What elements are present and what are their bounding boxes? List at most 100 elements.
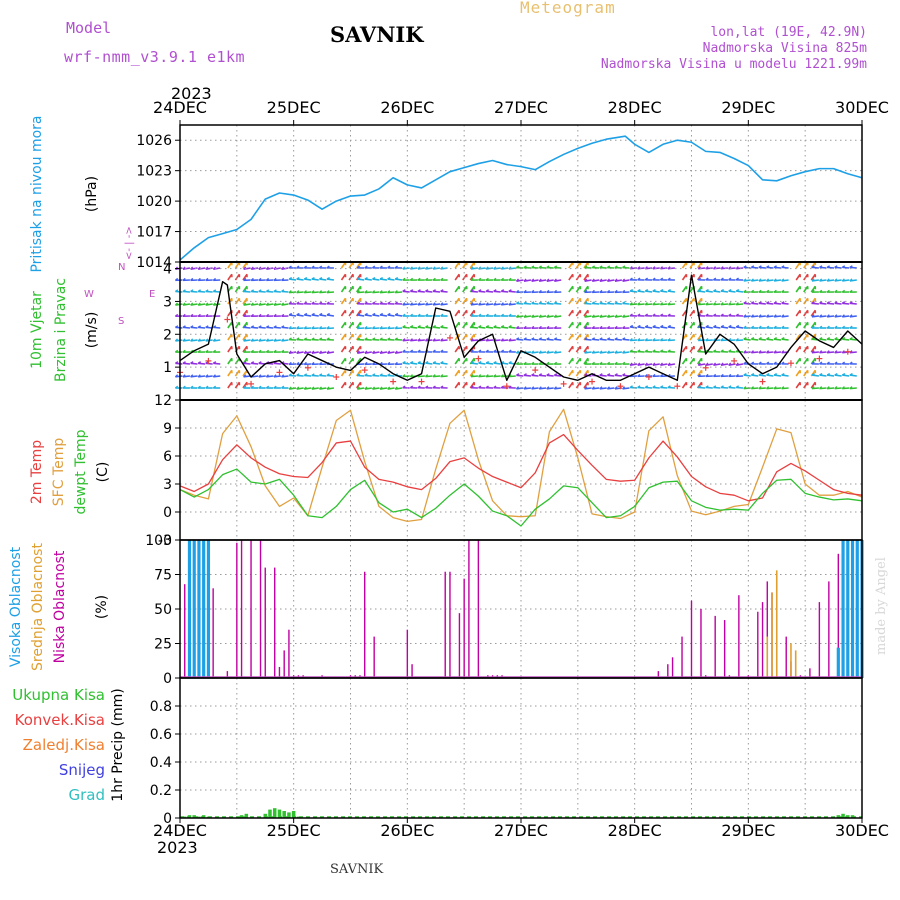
wind-vector-head [705, 324, 709, 328]
wind-vector-head [758, 265, 762, 268]
wind-vector-head [371, 386, 376, 390]
wind-vector-head [637, 277, 641, 281]
wind-vector-head [614, 325, 618, 329]
wind-vector-head [303, 276, 308, 280]
wind-vector-head [546, 289, 550, 293]
wind-vector-head [591, 337, 596, 340]
wind-vector-head [758, 337, 762, 340]
wind-vector-head [841, 386, 845, 390]
wind-vector-head [667, 313, 671, 317]
wind-vector-head [243, 338, 247, 342]
wind-vector-head [750, 350, 754, 354]
wind-vector-head [281, 325, 285, 328]
wind-vector-head [265, 302, 269, 306]
wind-vector-head [205, 374, 209, 378]
wind-vector-head [819, 372, 823, 376]
wind-vector-head [849, 314, 853, 318]
cloud-low-bar [373, 636, 375, 678]
wind-vector-head [644, 302, 648, 306]
wind-vector-head [629, 349, 633, 353]
wind-vector-head [750, 278, 754, 282]
wind-vector-head [720, 324, 725, 328]
wind-vector-head [849, 265, 853, 268]
wind-vector-head [402, 266, 406, 270]
wind-vector-head [356, 350, 360, 354]
wind-vector-head [379, 290, 383, 294]
wind-vector-head [553, 361, 558, 365]
wind-vector-head [841, 314, 845, 318]
wind-vector-head [402, 338, 406, 342]
wind-vector-head [523, 289, 527, 293]
wind-vector-head [470, 360, 474, 364]
wind-vector-head [303, 350, 307, 354]
wind-vector-head [599, 314, 603, 318]
wind-vector-head [212, 338, 216, 342]
wind-vector-head [606, 278, 610, 282]
wind-vector-head [697, 337, 701, 342]
cloud-low-bar [785, 636, 787, 678]
wind-vector-head [622, 350, 626, 354]
wind-vector-head [766, 278, 770, 282]
wind-vector-head [508, 302, 512, 306]
wind-vector-head [826, 337, 831, 340]
wind-vector-head [546, 301, 550, 305]
wind-vector-head [205, 302, 209, 306]
wind-vector-head [743, 314, 747, 318]
y-tick-label: 0.4 [150, 755, 172, 771]
wind-vector-head [258, 361, 262, 364]
wind-vector-head [478, 360, 482, 364]
wind-vector-head [584, 314, 588, 318]
wind-vector-head [667, 337, 671, 342]
wind-vector-head [531, 350, 535, 354]
wind-vector-head [637, 385, 641, 389]
cloud-low-bar [723, 620, 726, 678]
cloud-high-bar [836, 647, 840, 678]
wind-vector-head [781, 386, 785, 390]
wind-vector-head [667, 266, 671, 270]
wind-vector-head [516, 373, 520, 376]
wind-vector-head [265, 277, 270, 281]
y-tick-label: 50 [154, 602, 172, 618]
cloud-mid-bar [766, 636, 769, 678]
wind-vector-head [288, 386, 292, 390]
wind-vector-head [667, 288, 671, 292]
wind-vector-head [728, 313, 732, 317]
wind-vector-head [190, 302, 194, 306]
cloud-low-bar [283, 650, 285, 678]
wind-vector-head [318, 337, 323, 341]
wind-vector-head [485, 302, 489, 306]
wind-vector-head [584, 386, 588, 390]
wind-vector-head [713, 324, 717, 328]
wind-vector-head [265, 313, 270, 317]
wind-vector-head [212, 266, 216, 270]
wind-vector-head [841, 361, 846, 365]
wind-vector-head [758, 278, 762, 282]
wind-vector-head [425, 360, 429, 364]
wind-vector-head [182, 349, 186, 353]
wind-vector-head [432, 374, 436, 378]
wind-vector-head [508, 266, 512, 270]
wind-vector-head [538, 278, 542, 282]
wind-vector-head [318, 290, 323, 294]
wind-vector-head [364, 373, 368, 377]
wind-vector-head [819, 278, 823, 282]
wind-vector-head [197, 338, 201, 342]
y-tick-label: 0.6 [150, 727, 172, 743]
cloud-high-bar [206, 540, 211, 678]
x-tick-label: 24DEC [153, 98, 207, 117]
wind-vector-head [425, 385, 429, 389]
wind-vector-head [371, 325, 376, 330]
wind-vector-head [773, 301, 777, 304]
wind-vector-head [182, 302, 186, 306]
wind-vector-head [197, 361, 202, 364]
wind-vector-head [364, 265, 368, 269]
wind-vector-head [379, 301, 383, 305]
wind-vector-head [258, 338, 262, 342]
model-elevation-info: Nadmorska Visina u modelu 1221.99m [600, 57, 867, 72]
wind-vector-head [614, 278, 618, 282]
wind-vector-head [826, 314, 830, 318]
wind-vector-head [773, 265, 777, 268]
model-name: wrf-nmm_v3.9.1 e1km [64, 48, 246, 66]
wind-vector-head [826, 265, 831, 268]
wind-vector-head [523, 278, 527, 282]
